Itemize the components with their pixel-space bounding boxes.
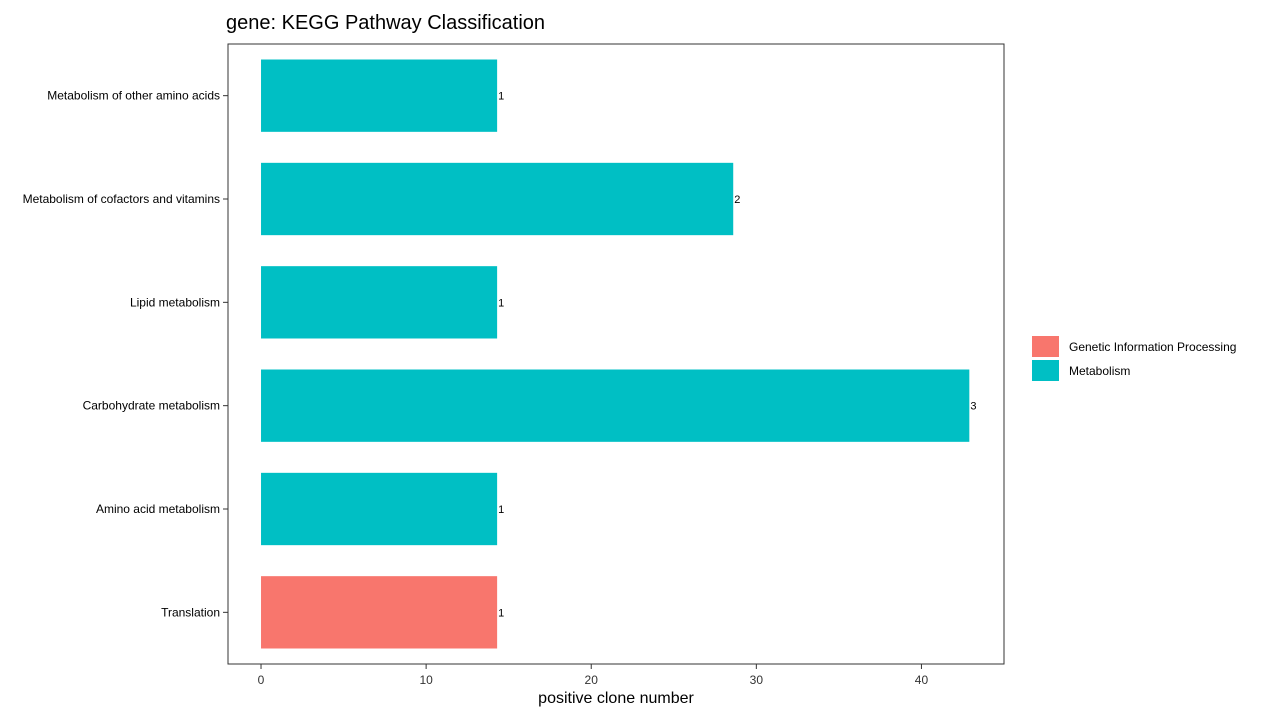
y-tick-label: Metabolism of cofactors and vitamins xyxy=(23,192,220,206)
x-tick-label: 0 xyxy=(258,673,265,687)
x-tick-label: 30 xyxy=(750,673,764,687)
x-tick-label: 40 xyxy=(915,673,929,687)
x-axis: 0 10 20 30 40 xyxy=(258,664,929,687)
bar xyxy=(261,162,734,236)
plot-panel xyxy=(227,43,1005,665)
y-tick-label: Translation xyxy=(161,605,220,619)
chart-title: gene: KEGG Pathway Classification xyxy=(226,12,545,34)
x-axis-title: positive clone number xyxy=(538,690,694,707)
y-tick-label: Lipid metabolism xyxy=(130,295,220,309)
bar xyxy=(261,59,498,132)
legend-label: Genetic Information Processing xyxy=(1069,340,1236,354)
y-tick-label: Amino acid metabolism xyxy=(96,502,220,516)
x-tick-label: 20 xyxy=(585,673,599,687)
bar xyxy=(261,369,970,442)
legend-label: Metabolism xyxy=(1069,364,1130,378)
bar xyxy=(261,472,498,546)
y-axis: Metabolism of other amino acids Metabolis… xyxy=(23,89,228,619)
bar-value-label: 2 xyxy=(734,194,740,206)
y-tick-label: Carbohydrate metabolism xyxy=(83,399,220,413)
bar xyxy=(261,576,498,649)
legend-swatch xyxy=(1032,360,1059,381)
bar-value-label: 1 xyxy=(498,297,504,309)
x-tick-label: 10 xyxy=(419,673,433,687)
bar-value-label: 1 xyxy=(498,607,504,619)
bar xyxy=(261,266,498,339)
bar-value-label: 1 xyxy=(498,91,504,103)
bar-value-label: 1 xyxy=(498,504,504,516)
bar-value-label: 3 xyxy=(970,401,976,413)
legend: Genetic Information Processing Metabolism xyxy=(1032,336,1236,381)
legend-swatch xyxy=(1032,336,1059,357)
y-tick-label: Metabolism of other amino acids xyxy=(47,89,220,103)
bars-layer: 1 2 1 3 1 1 xyxy=(261,59,976,649)
